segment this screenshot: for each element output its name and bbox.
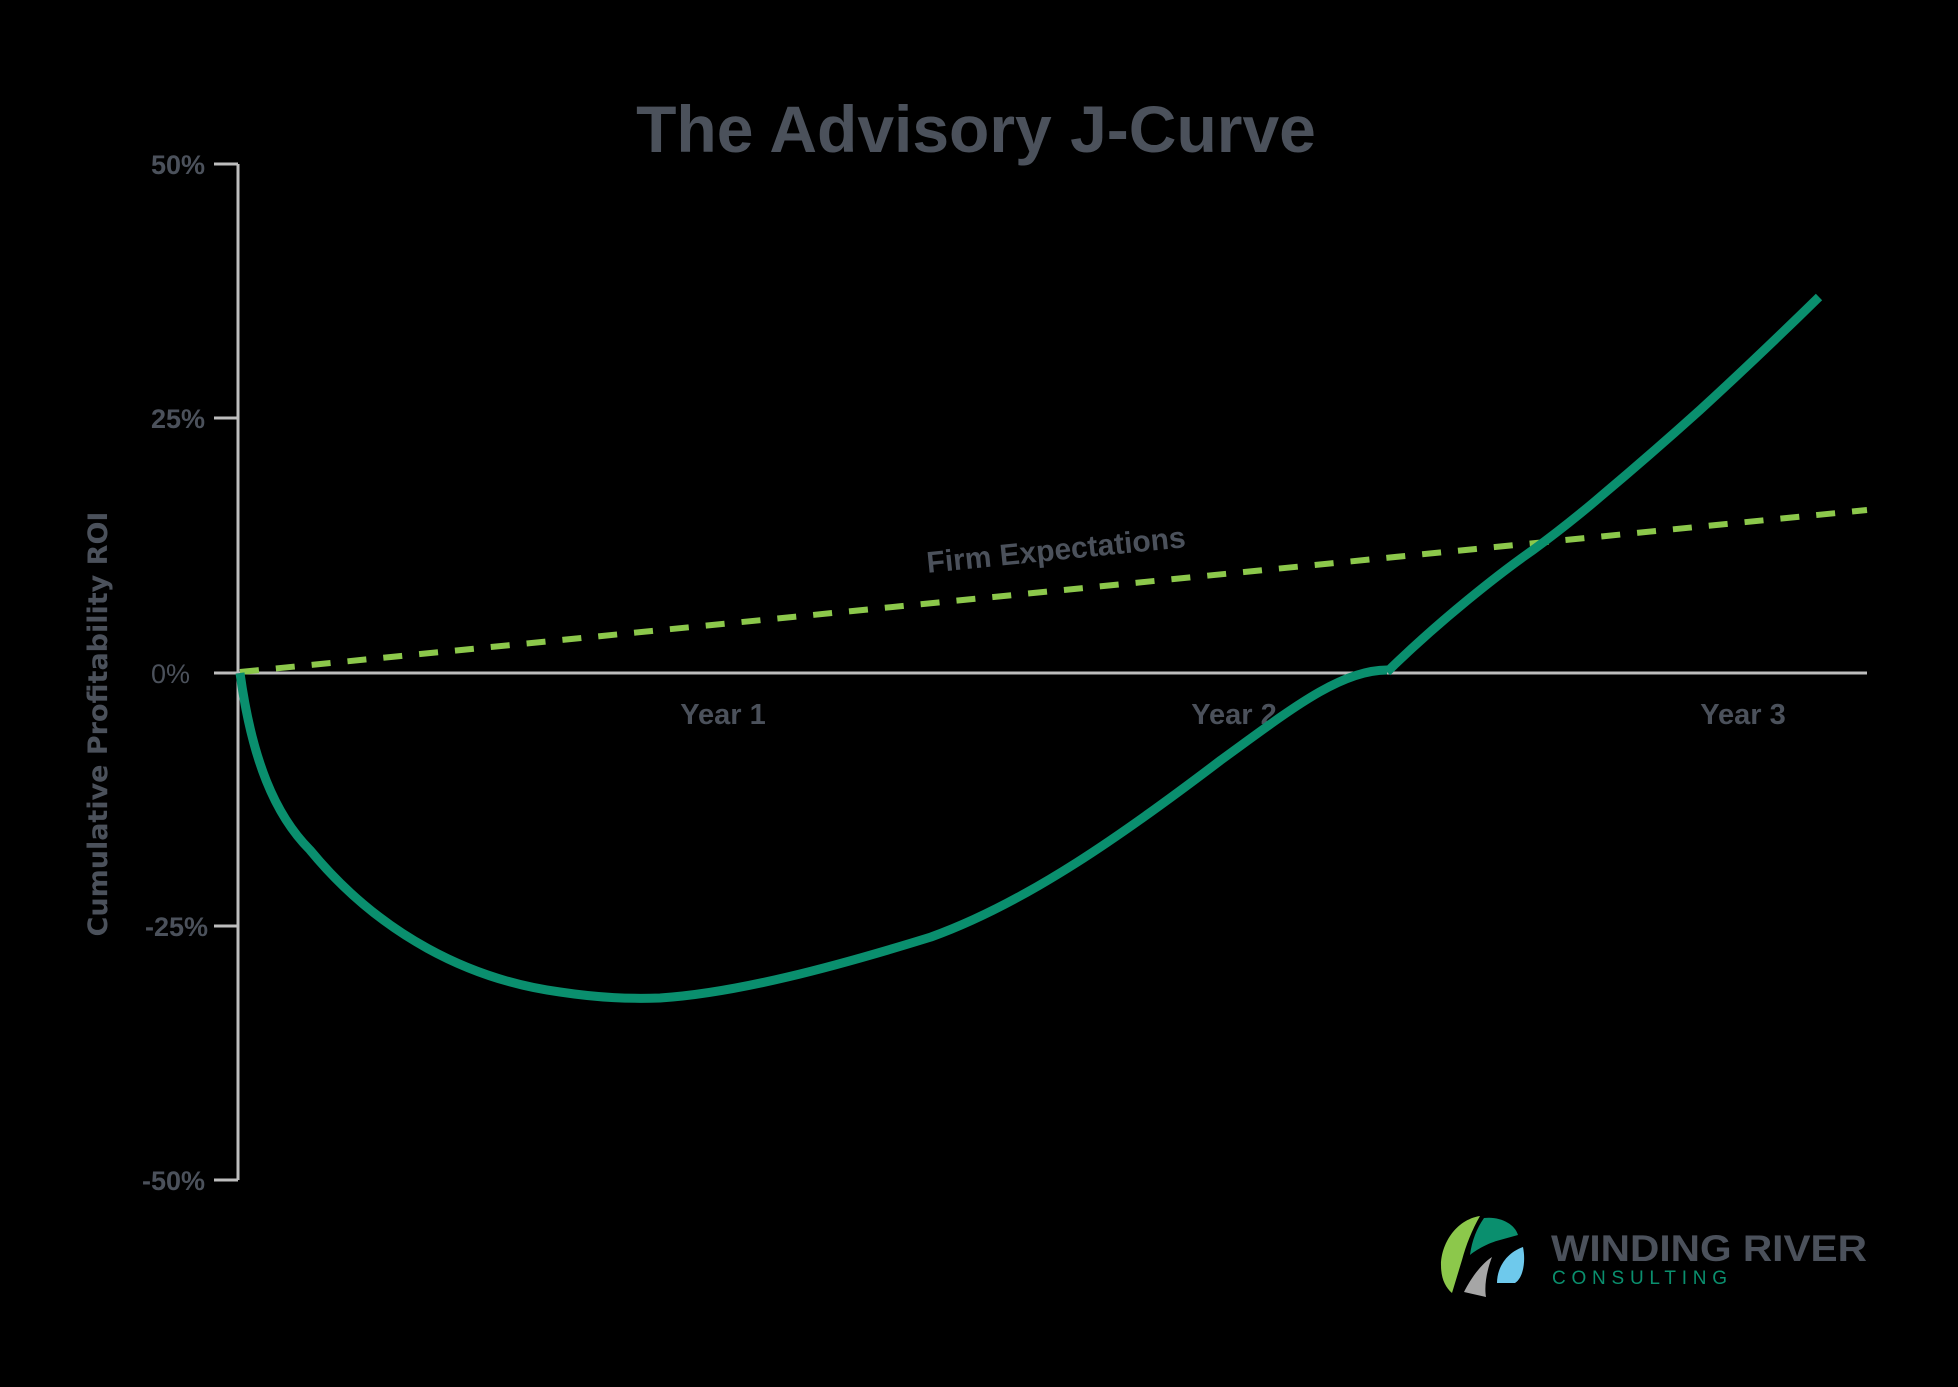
j-curve-line	[235, 293, 1823, 1003]
logo-tagline: CONSULTING	[1552, 1268, 1734, 1289]
firm-expectations-label: Firm Expectations	[925, 521, 1187, 580]
y-tick-label: 25%	[151, 404, 205, 434]
y-tick-label: -50%	[142, 1166, 205, 1196]
x-tick-label: Year 1	[680, 699, 765, 731]
chart-title: The Advisory J-Curve	[636, 92, 1316, 166]
y-tick-label: 50%	[151, 150, 205, 180]
y-tick-label: -25%	[145, 912, 208, 942]
winding-river-logo-icon	[1441, 1216, 1525, 1297]
logo-name: WINDING RIVER	[1551, 1228, 1867, 1269]
x-tick-label: Year 3	[1700, 699, 1785, 731]
y-axis-label: Cumulative Profitability ROI	[83, 512, 114, 937]
y-tick-label: 0%	[151, 659, 190, 689]
